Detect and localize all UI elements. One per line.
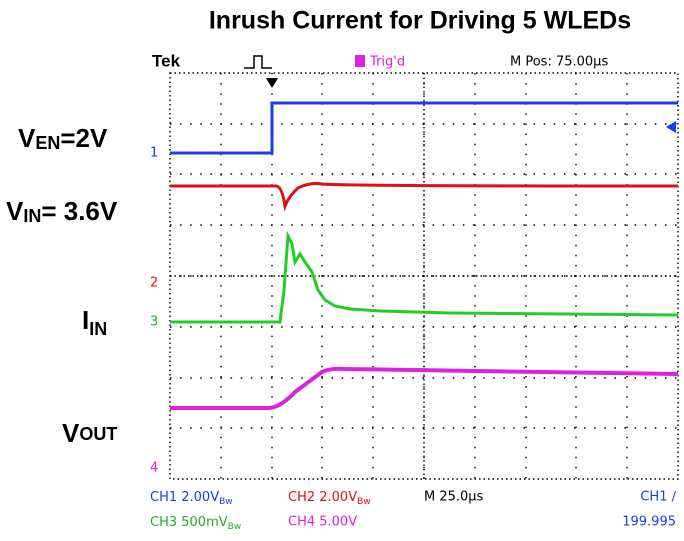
- ch3-setting: CH3 500mVBw: [150, 515, 241, 532]
- graticule: [169, 72, 679, 480]
- label-sub: IN: [89, 319, 107, 339]
- label-rest: = 3.6V: [41, 196, 118, 226]
- timebase: M 25.0µs: [424, 490, 484, 505]
- title: Inrush Current for Driving 5 WLEDs: [209, 7, 631, 35]
- trigger-level: 199.995: [622, 515, 676, 530]
- trigger-state: Trig'd: [369, 55, 405, 70]
- position: M Pos: 75.00µs: [510, 55, 608, 70]
- label-ven: VEN=2V: [18, 123, 108, 153]
- ch1-scale: CH1 2.00V: [150, 490, 219, 505]
- level-arrow: [666, 121, 676, 133]
- label-iin: IIN: [82, 305, 107, 339]
- ch2-bw: Bw: [357, 497, 371, 507]
- label-rest: =2V: [60, 123, 108, 153]
- brand: Tek: [152, 51, 181, 70]
- ch4-trace: [170, 366, 679, 410]
- label-sub: OUT: [79, 424, 117, 444]
- label-sub: IN: [23, 206, 41, 226]
- ch2-trace: [170, 182, 679, 212]
- ch3-marker: 3: [150, 315, 158, 330]
- ch3-scale: CH3 500mV: [150, 515, 228, 530]
- label-main: V: [62, 418, 80, 448]
- ch4-marker: 4: [150, 461, 158, 476]
- trigger-source: CH1 ∕: [640, 490, 676, 505]
- ch1-marker: 1: [150, 146, 158, 161]
- ch4-setting: CH4 5.00V: [288, 515, 357, 530]
- label-main: I: [82, 305, 89, 335]
- label-main: V: [18, 123, 36, 153]
- ch1-bw: Bw: [219, 497, 233, 507]
- label-sub: EN: [35, 133, 60, 153]
- trigger-arrow: [266, 78, 278, 88]
- trig-square: [355, 55, 365, 67]
- label-vin: VIN= 3.6V: [6, 196, 118, 226]
- ch1-trace: [170, 101, 678, 155]
- ch2-scale: CH2 2.00V: [288, 490, 357, 505]
- trigger-icon: [244, 55, 272, 69]
- ch3-bw: Bw: [228, 522, 242, 532]
- ch2-setting: CH2 2.00VBw: [288, 490, 371, 507]
- label-vout: VOUT: [62, 418, 117, 448]
- ch1-setting: CH1 2.00VBw: [150, 490, 233, 507]
- label-main: V: [6, 196, 24, 226]
- ch2-marker: 2: [150, 276, 158, 291]
- ch3-trace: [170, 230, 679, 324]
